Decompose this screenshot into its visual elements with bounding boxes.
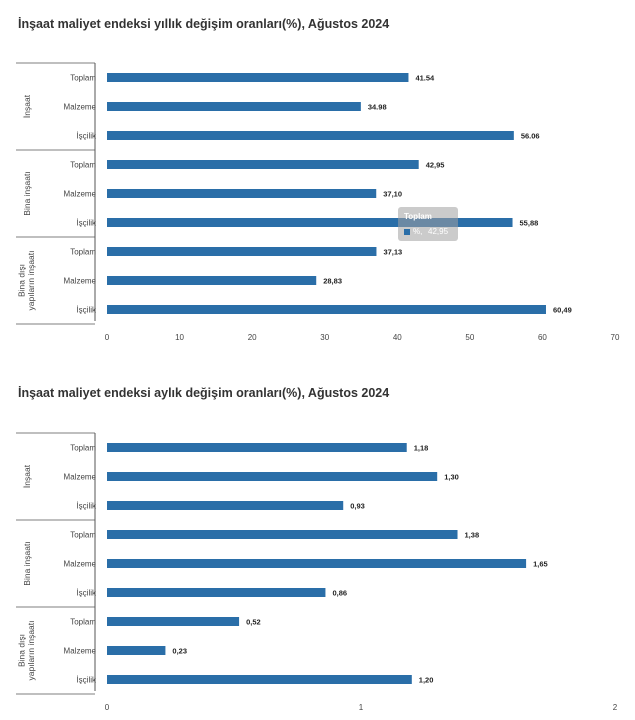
group-label: Bina inşaatı <box>22 541 32 585</box>
bar <box>107 102 361 111</box>
category-label: İşçilik <box>76 589 97 598</box>
bar <box>107 530 458 539</box>
category-label: İşçilik <box>76 132 97 141</box>
x-tick-label: 2 <box>613 703 618 712</box>
x-tick-label: 70 <box>611 333 620 342</box>
data-label: 0,52 <box>246 618 261 627</box>
group-label-line: Bina inşaatı <box>22 541 32 585</box>
category-label: Toplam <box>70 74 96 83</box>
data-label: 1,18 <box>414 444 429 453</box>
bar <box>107 472 438 481</box>
category-label: Malzeme <box>64 473 97 482</box>
data-label: 41.54 <box>415 74 435 83</box>
tooltip-swatch-icon <box>404 229 410 235</box>
category-label: Toplam <box>70 531 96 540</box>
bar <box>107 588 326 597</box>
category-label: Toplam <box>70 618 96 627</box>
category-label: Malzeme <box>64 647 97 656</box>
bar <box>107 160 419 169</box>
data-label: 60,49 <box>553 306 572 315</box>
data-label: 1,30 <box>444 473 459 482</box>
tooltip-label: Toplam <box>404 212 432 221</box>
category-label: Malzeme <box>64 560 97 569</box>
group-label-line: yapıların inşaatı <box>26 620 36 680</box>
data-label: 0,23 <box>172 647 187 656</box>
category-label: İşçilik <box>76 502 97 511</box>
bar <box>107 189 377 198</box>
data-label: 1,65 <box>533 560 548 569</box>
bar <box>107 305 546 314</box>
group-label: Bina dışıyapıların inşaatı <box>16 620 36 680</box>
annual-change-chart: İnşaat Toplam 41.54 Malzeme 34.98 İşçilik 56.0… <box>16 62 620 342</box>
data-label: 0,93 <box>350 502 365 511</box>
chart-tooltip: Toplam %, 42,95 <box>398 207 458 241</box>
group-label: Bina inşaatı <box>22 171 32 215</box>
x-tick-label: 30 <box>320 333 329 342</box>
bar <box>107 131 514 140</box>
bar <box>107 276 317 285</box>
data-label: 42,95 <box>426 161 445 170</box>
category-label: Malzeme <box>64 190 97 199</box>
x-tick-label: 0 <box>105 333 110 342</box>
x-tick-label: 20 <box>248 333 257 342</box>
group-label-line: Bina dışı <box>16 264 26 297</box>
data-label: 1,20 <box>419 676 434 685</box>
bar <box>107 247 377 256</box>
x-tick-label: 10 <box>175 333 184 342</box>
data-label: 1,38 <box>465 531 480 540</box>
x-tick-label: 50 <box>465 333 474 342</box>
category-label: İşçilik <box>76 676 97 685</box>
category-label: Toplam <box>70 444 96 453</box>
group-label-line: İnşaat <box>22 94 32 118</box>
group-label: Bina dışıyapıların inşaatı <box>16 250 36 310</box>
x-tick-label: 60 <box>538 333 547 342</box>
data-label: 37,10 <box>383 190 402 199</box>
data-label: 55,88 <box>520 219 539 228</box>
x-tick-label: 1 <box>359 703 364 712</box>
bar <box>107 443 407 452</box>
data-label: 56.06 <box>521 132 540 141</box>
category-label: Toplam <box>70 248 96 257</box>
data-label: 28,83 <box>323 277 342 286</box>
group-label: İnşaat <box>22 464 32 488</box>
tooltip-value: 42,95 <box>428 227 449 236</box>
bar <box>107 675 412 684</box>
bar <box>107 218 513 227</box>
bar <box>107 617 240 626</box>
chart-title-annual: İnşaat maliyet endeksi yıllık değişim or… <box>18 17 390 31</box>
chart-title-monthly: İnşaat maliyet endeksi aylık değişim ora… <box>18 386 390 400</box>
bar <box>107 646 166 655</box>
group-label-line: İnşaat <box>22 464 32 488</box>
group-label-line: yapıların inşaatı <box>26 250 36 310</box>
bar <box>107 73 409 82</box>
x-tick-label: 0 <box>105 703 110 712</box>
group-label-line: Bina inşaatı <box>22 171 32 215</box>
bar <box>107 501 344 510</box>
data-label: 34.98 <box>368 103 387 112</box>
category-label: İşçilik <box>76 219 97 228</box>
data-label: 0,86 <box>332 589 347 598</box>
data-label: 37,13 <box>383 248 402 257</box>
tooltip-unit: %, <box>413 227 423 236</box>
category-label: Toplam <box>70 161 96 170</box>
group-label-line: Bina dışı <box>16 634 26 667</box>
category-label: İşçilik <box>76 306 97 315</box>
monthly-change-chart: İnşaat Toplam 1,18 Malzeme 1,30 İşçilik 0,93 Bi… <box>16 432 618 712</box>
group-label: İnşaat <box>22 94 32 118</box>
x-tick-label: 40 <box>393 333 402 342</box>
category-label: Malzeme <box>64 277 97 286</box>
bar <box>107 559 527 568</box>
category-label: Malzeme <box>64 103 97 112</box>
